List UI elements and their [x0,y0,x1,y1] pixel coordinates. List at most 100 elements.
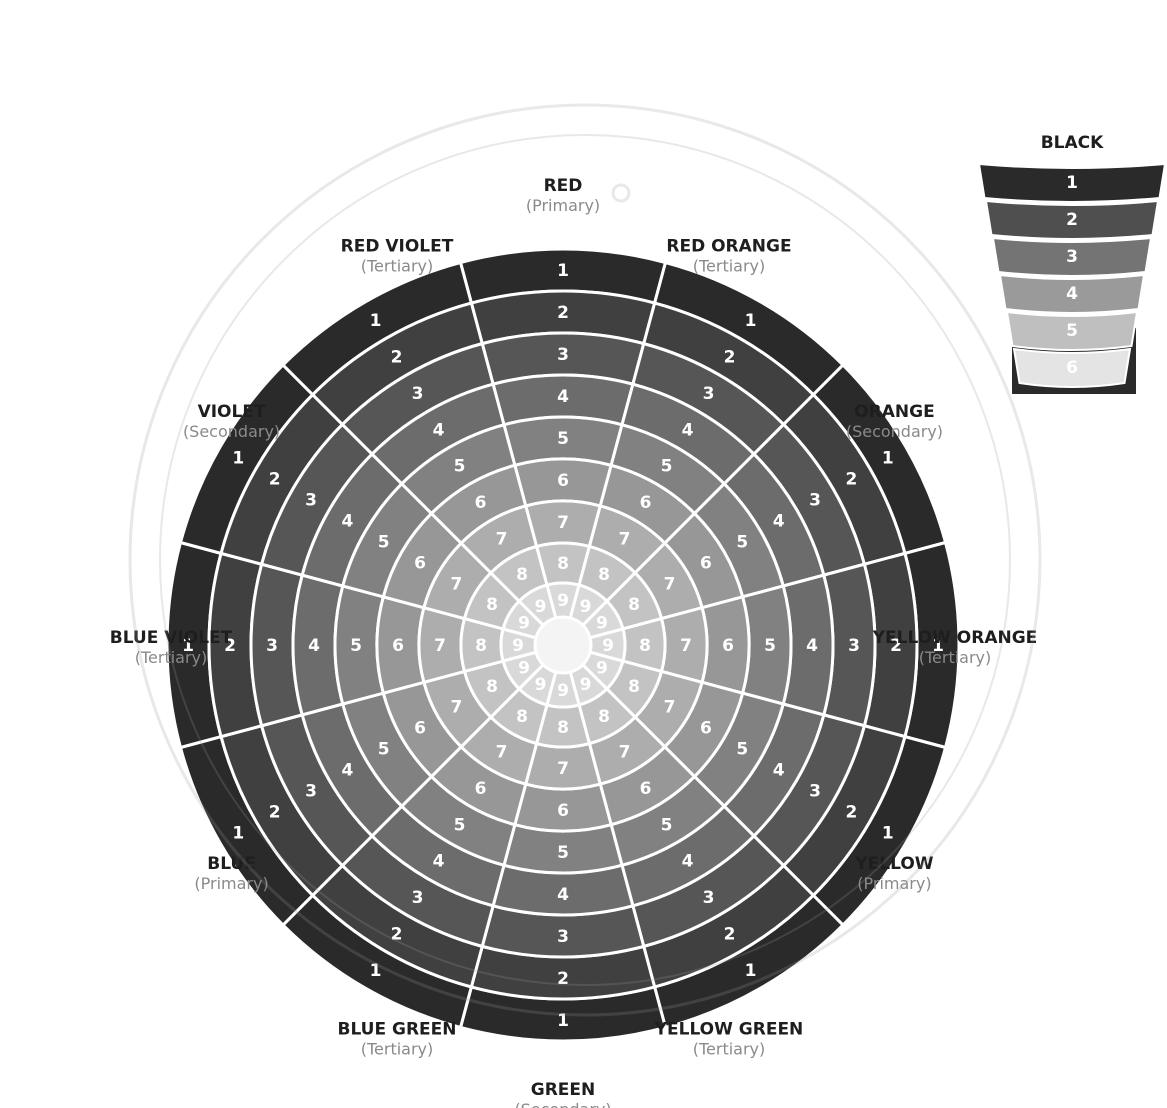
hue-classification-label: (Primary) [857,874,931,893]
wheel-step-number: 6 [475,493,487,513]
hue-name-label: RED ORANGE [666,237,791,257]
wheel-step-number: 9 [580,675,592,695]
wheel-step-number: 8 [598,565,610,585]
hue-classification-label: (Secondary) [846,422,943,441]
wheel-step-number: 7 [496,529,508,549]
wheel-step-number: 1 [370,961,382,981]
wheel-step-number: 9 [557,681,569,701]
black-scale-step-number: 4 [1066,284,1078,304]
wheel-step-number: 1 [232,449,244,469]
wheel-step-number: 9 [518,614,530,634]
black-scale-band [991,236,1153,277]
wheel-step-number: 3 [703,888,715,908]
wheel-step-number: 3 [557,345,569,365]
wheel-step-number: 8 [475,636,487,656]
wheel-step-number: 2 [557,303,569,323]
wheel-step-number: 4 [433,852,445,872]
wheel-step-number: 8 [516,565,528,585]
wheel-step-number: 2 [845,803,857,823]
wheel-step-number: 3 [809,491,821,511]
wheel-step-number: 3 [848,636,860,656]
wheel-step-number: 7 [664,575,676,595]
wheel-step-number: 3 [809,782,821,802]
wheel-step-number: 5 [350,636,362,656]
wheel-step-number: 7 [496,743,508,763]
wheel-step-number: 6 [414,554,426,574]
hue-classification-label: (Tertiary) [361,1039,434,1058]
wheel-hue-labels: RED(Primary)RED ORANGE(Tertiary)ORANGE(S… [110,176,1038,1108]
wheel-step-number: 2 [391,924,403,944]
wheel-step-number: 5 [764,636,776,656]
wheel-step-number: 6 [392,636,404,656]
hue-classification-label: (Primary) [194,874,268,893]
wheel-step-number: 3 [412,888,424,908]
wheel-step-number: 5 [454,457,466,477]
wheel-step-number: 3 [266,636,278,656]
hue-name-label: BLUE GREEN [337,1019,456,1039]
wheel-step-number: 3 [305,491,317,511]
wheel-step-number: 2 [391,348,403,368]
wheel-step-number: 4 [682,852,694,872]
wheel-step-number: 7 [664,698,676,718]
hue-name-label: RED VIOLET [341,237,454,257]
wheel-step-number: 7 [557,513,569,533]
wheel-step-number: 9 [557,591,569,611]
hue-name-label: BLUE [207,854,256,874]
university-seal-watermark [128,103,1042,1017]
wheel-step-number: 4 [341,761,353,781]
wheel-step-number: 6 [557,471,569,491]
wheel-step-number: 1 [182,636,194,656]
wheel-step-number: 5 [454,815,466,835]
wheel-step-number: 3 [557,927,569,947]
wheel-step-number: 1 [932,636,944,656]
wheel-step-number: 5 [661,815,673,835]
wheel-step-number: 4 [773,512,785,532]
wheel-step-number: 1 [370,311,382,331]
hue-name-label: YELLOW ORANGE [872,628,1038,648]
wheel-step-number: 8 [557,718,569,738]
hue-name-label: GREEN [531,1080,596,1100]
wheel-segment [517,583,558,628]
hue-classification-label: (Secondary) [183,422,280,441]
hue-name-label: YELLOW GREEN [654,1019,804,1039]
hue-classification-label: (Tertiary) [919,648,992,667]
hue-classification-label: (Primary) [526,196,600,215]
wheel-step-number: 4 [682,420,694,440]
hue-classification-label: (Secondary) [514,1100,611,1108]
wheel-step-number: 8 [628,595,640,615]
wheel-step-number: 7 [619,743,631,763]
wheel-step-number: 7 [434,636,446,656]
black-scale-band [1012,347,1132,388]
wheel-step-number: 8 [557,554,569,574]
wheel-step-number: 4 [557,387,569,407]
wheel-step-number: 9 [512,636,524,656]
wheel-step-number: 8 [486,595,498,615]
wheel-step-number: 2 [269,803,281,823]
hue-name-label: ORANGE [854,402,935,422]
wheel-step-number: 8 [486,677,498,697]
hue-name-label: YELLOW [854,854,933,874]
wheel-step-number: 8 [598,707,610,727]
black-scale-step-number: 1 [1066,173,1078,193]
wheel-step-number: 5 [736,740,748,760]
black-scale-step-number: 5 [1066,321,1078,341]
wheel-step-number: 4 [806,636,818,656]
hue-name-label: RED [544,176,583,196]
wheel-step-number: 2 [724,924,736,944]
wheel-step-number: 2 [269,470,281,490]
wheel-step-number: 6 [700,719,712,739]
wheel-step-number: 8 [628,677,640,697]
wheel-step-number: 3 [305,782,317,802]
wheel-step-number: 4 [773,761,785,781]
wheel-step-number: 4 [341,512,353,532]
wheel-step-number: 1 [557,261,569,281]
wheel-step-number: 2 [845,470,857,490]
hue-classification-label: (Tertiary) [135,648,208,667]
hue-name-label: VIOLET [198,402,266,422]
wheel-step-number: 8 [516,707,528,727]
wheel-step-number: 4 [557,885,569,905]
wheel-step-number: 5 [661,457,673,477]
wheel-step-number: 7 [451,698,463,718]
wheel-step-number: 9 [535,597,547,617]
